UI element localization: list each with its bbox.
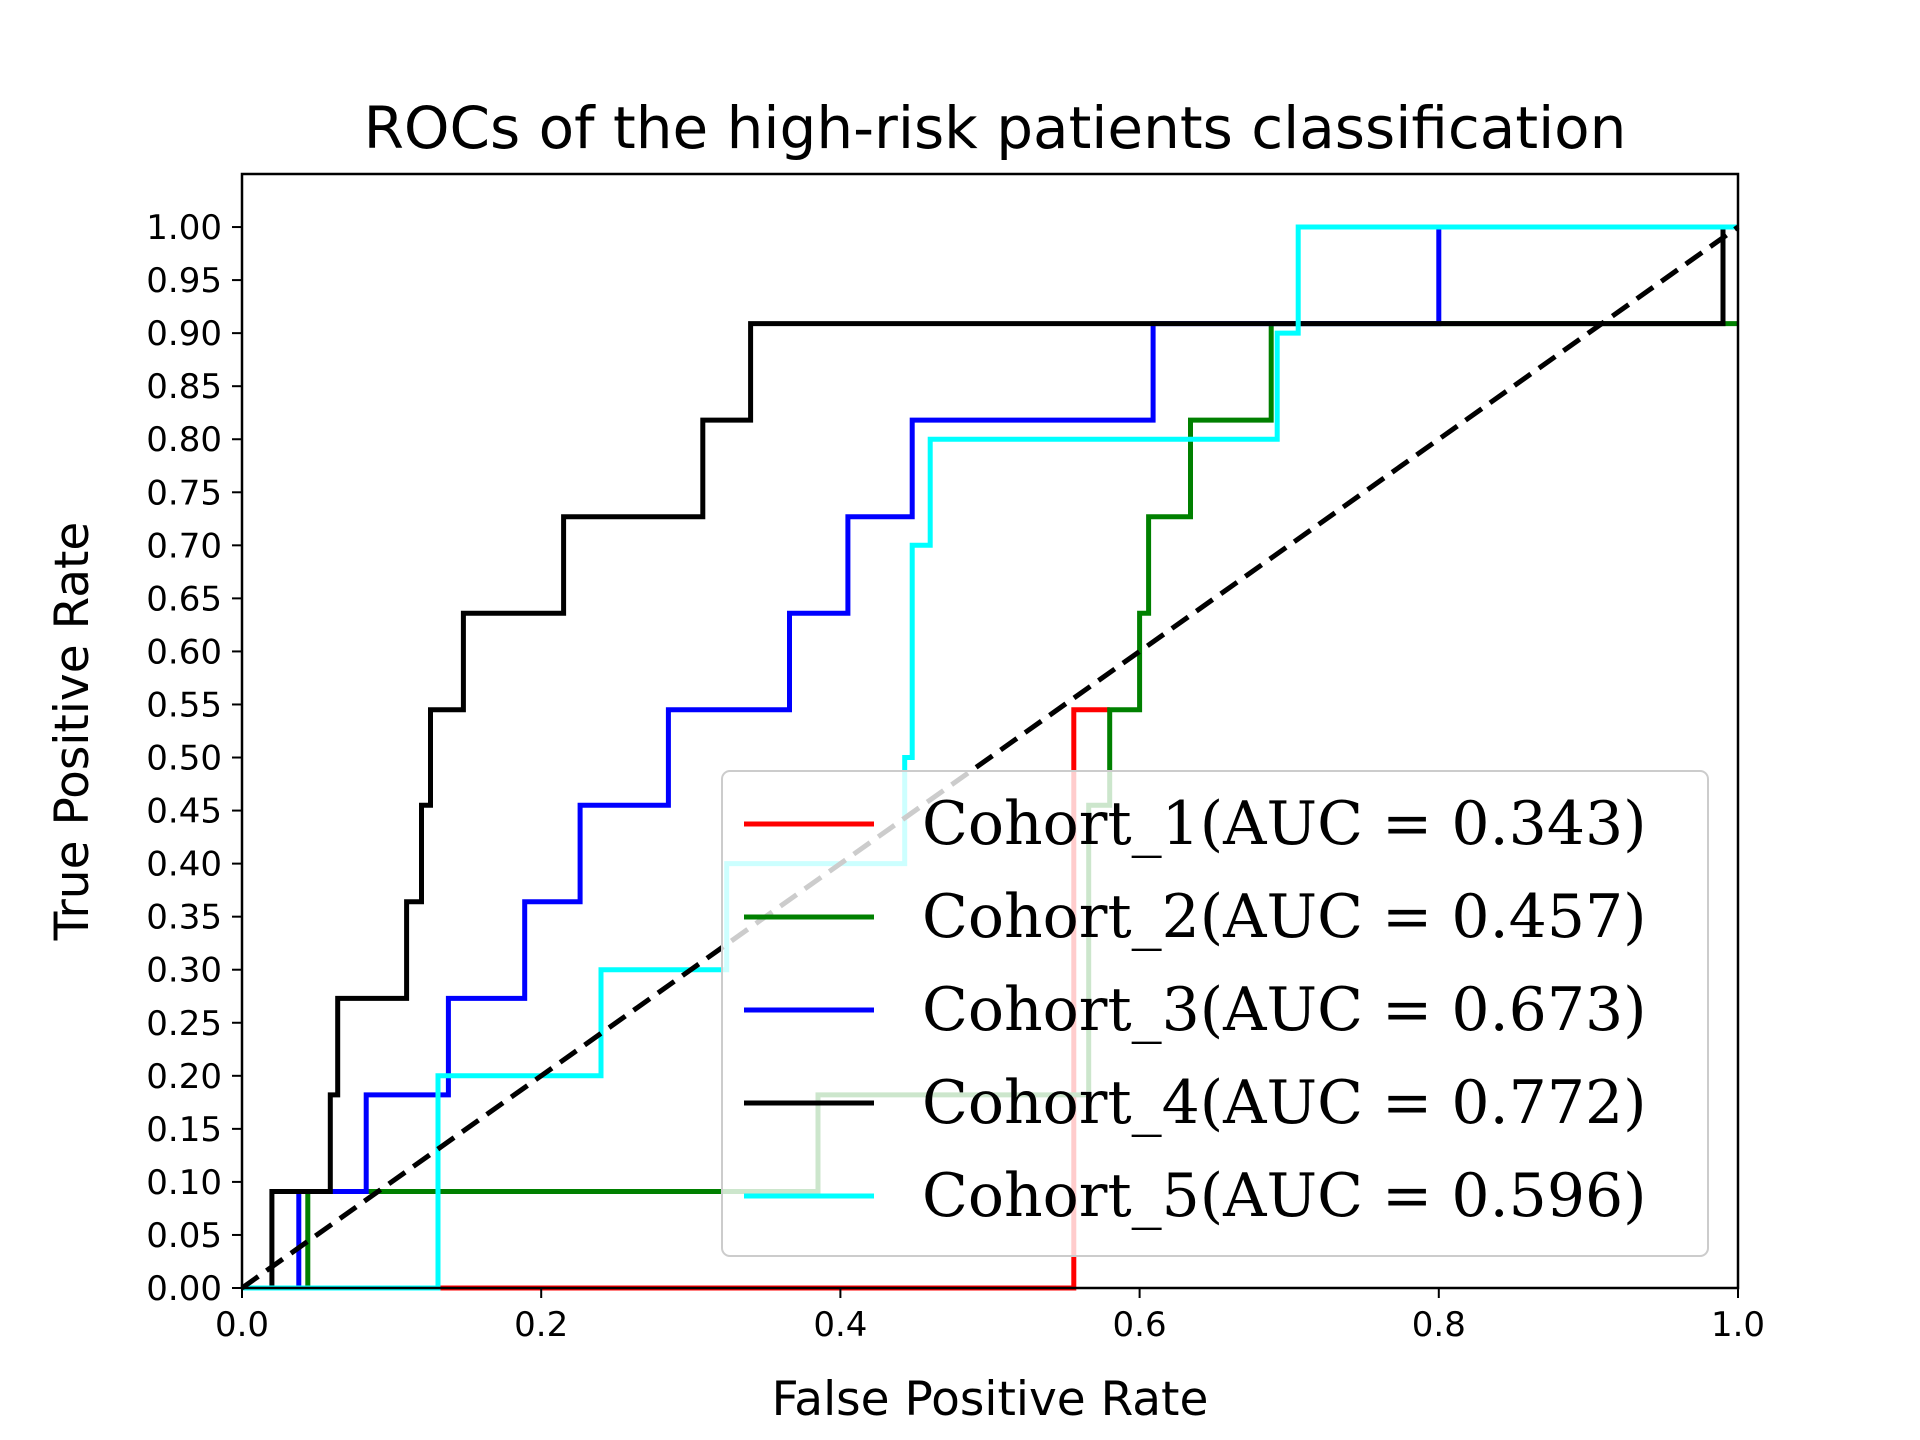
y-axis-label: True Positive Rate	[45, 522, 100, 942]
y-tick-label: 0.75	[146, 473, 222, 513]
y-tick-label: 0.80	[146, 420, 222, 460]
x-tick-label: 0.4	[813, 1305, 867, 1345]
y-tick-label: 0.55	[146, 685, 222, 725]
x-tick-label: 0.2	[514, 1305, 568, 1345]
y-tick-label: 1.00	[146, 208, 222, 248]
chance-diagonal-line	[240, 224, 1740, 1291]
x-tick-label: 0.8	[1412, 1305, 1466, 1345]
y-tick-label: 0.15	[146, 1110, 222, 1150]
y-tick-label: 0.95	[146, 261, 222, 301]
y-axis: 0.00 0.05 0.10 0.15 0.20 0.25 0.30 0.35 0.40 0.45…	[146, 208, 242, 1309]
y-tick-label: 0.10	[146, 1163, 222, 1203]
y-tick-label: 0.25	[146, 1004, 222, 1044]
legend-box	[721, 770, 1709, 1257]
x-axis-label: False Positive Rate	[772, 1372, 1209, 1427]
legend-label: Cohort_3(AUC = 0.673)	[922, 975, 1647, 1045]
y-tick-label: 0.65	[146, 579, 222, 619]
y-tick-label: 0.20	[146, 1057, 222, 1097]
x-tick-label: 0.0	[215, 1305, 269, 1345]
x-tick-label: 0.6	[1113, 1305, 1167, 1345]
legend-label: Cohort_2(AUC = 0.457)	[922, 882, 1647, 952]
series-line-5	[242, 224, 1738, 1291]
y-tick-label: 0.45	[146, 792, 222, 832]
legend-label: Cohort_5(AUC = 0.596)	[922, 1161, 1647, 1231]
legend: Cohort_1(AUC = 0.343) Cohort_2(AUC = 0.45…	[721, 770, 1709, 1257]
y-tick-label: 0.90	[146, 314, 222, 354]
y-tick-label: 0.00	[146, 1269, 222, 1309]
y-tick-label: 0.40	[146, 845, 222, 885]
series-line-4	[242, 224, 1738, 1291]
y-tick-label: 0.30	[146, 951, 222, 991]
x-tick-label: 1.0	[1711, 1305, 1765, 1345]
y-tick-label: 0.50	[146, 739, 222, 779]
y-tick-label: 0.05	[146, 1216, 222, 1256]
y-tick-label: 0.60	[146, 632, 222, 672]
y-tick-label: 0.85	[146, 367, 222, 407]
legend-label: Cohort_4(AUC = 0.772)	[922, 1068, 1647, 1138]
y-tick-label: 0.35	[146, 898, 222, 938]
series-line-3	[242, 224, 1738, 1291]
legend-label: Cohort_1(AUC = 0.343)	[922, 789, 1647, 859]
plot-frame	[240, 172, 1740, 1290]
y-tick-label: 0.70	[146, 526, 222, 566]
x-axis: 0.0 0.2 0.4 0.6 0.8 1.0	[215, 1288, 1765, 1345]
chart-title: ROCs of the high-risk patients classific…	[364, 94, 1627, 162]
